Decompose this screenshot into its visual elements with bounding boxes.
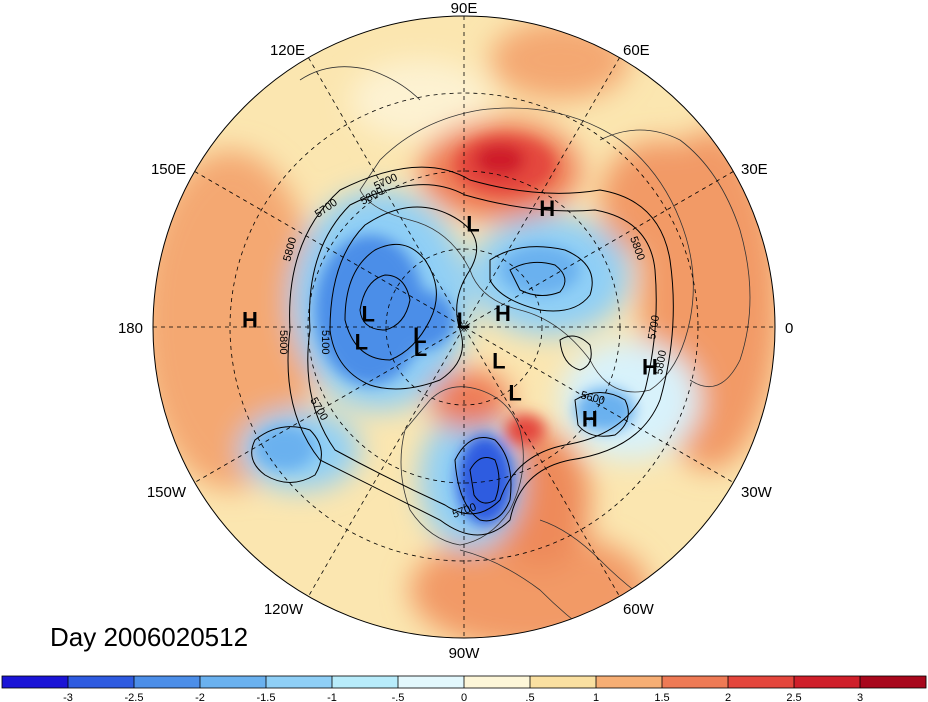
colorbar-swatch	[398, 676, 465, 688]
lon-label-90e: 90E	[451, 0, 478, 17]
low-pressure-marker: L	[508, 380, 521, 405]
colorbar-tick-label: -1.5	[257, 692, 276, 702]
lon-label-180: 180	[118, 320, 143, 337]
low-pressure-marker: L	[361, 302, 374, 327]
contour-label: 5700	[646, 314, 662, 340]
high-pressure-marker: H	[495, 301, 511, 326]
colorbar-swatch	[662, 676, 729, 688]
anomaly-shading	[153, 16, 775, 638]
contour-label: 5100	[319, 330, 331, 354]
colorbar-swatch	[68, 676, 135, 688]
lon-label-120w: 120W	[264, 601, 304, 618]
low-pressure-marker: L	[492, 349, 505, 374]
day-title: Day 2006020512	[50, 622, 248, 652]
low-pressure-marker: L	[413, 323, 426, 348]
colorbar: -3 -2.5 -2 -1.5 -1 -.5 0 .5 1 1.5 2 2.5 3	[1, 675, 927, 702]
high-pressure-marker: H	[642, 355, 658, 380]
colorbar-tick-label: 1	[593, 692, 599, 702]
lon-label-150e: 150E	[151, 161, 186, 178]
colorbar-tick-label: 3	[857, 692, 863, 702]
colorbar-tick-label: -3	[63, 692, 73, 702]
colorbar-tick-label: .5	[525, 692, 534, 702]
colorbar-swatch	[332, 676, 399, 688]
colorbar-tick-label: -2.5	[125, 692, 144, 702]
colorbar-swatch	[860, 676, 927, 688]
lon-label-60w: 60W	[623, 601, 655, 618]
colorbar-tick-label: -2	[195, 692, 205, 702]
colorbar-tick-label: 0	[461, 692, 467, 702]
colorbar-swatch	[728, 676, 795, 688]
contour-label: 5800	[277, 330, 289, 354]
colorbar-tick-label: 2.5	[786, 692, 801, 702]
colorbar-tick-label: 2	[725, 692, 731, 702]
colorbar-swatch	[266, 676, 333, 688]
contour-label: 5800	[653, 349, 669, 375]
lon-label-0: 0	[785, 320, 793, 337]
lon-label-120e: 120E	[270, 42, 305, 59]
lon-label-30w: 30W	[741, 484, 773, 501]
colorbar-tick-label: 1.5	[654, 692, 669, 702]
colorbar-swatch	[464, 676, 531, 688]
longitude-labels: 90E 60E 30E 0 30W 60W 90W 120W 150W 180 …	[118, 0, 793, 662]
colorbar-swatch	[596, 676, 663, 688]
graticule	[153, 16, 775, 638]
lon-label-60e: 60E	[623, 42, 650, 59]
low-pressure-marker: L	[457, 308, 470, 333]
high-pressure-marker: H	[539, 196, 555, 221]
low-pressure-marker: L	[466, 212, 479, 237]
low-pressure-marker: L	[355, 329, 368, 354]
lon-label-150w: 150W	[147, 484, 187, 501]
colorbar-tick-label: -1	[327, 692, 337, 702]
high-pressure-marker: H	[582, 406, 598, 431]
colorbar-swatch	[134, 676, 201, 688]
lon-label-90w: 90W	[449, 645, 481, 662]
map-boundary	[152, 15, 776, 639]
colorbar-swatch	[2, 676, 69, 688]
low-pressure-marker: L	[414, 336, 427, 361]
colorbar-swatch	[530, 676, 597, 688]
colorbar-tick-label: -.5	[392, 692, 405, 702]
colorbar-swatch	[794, 676, 861, 688]
colorbar-swatch	[200, 676, 267, 688]
height-contours	[251, 166, 674, 536]
lon-label-30e: 30E	[741, 161, 768, 178]
high-pressure-marker: H	[242, 308, 258, 333]
